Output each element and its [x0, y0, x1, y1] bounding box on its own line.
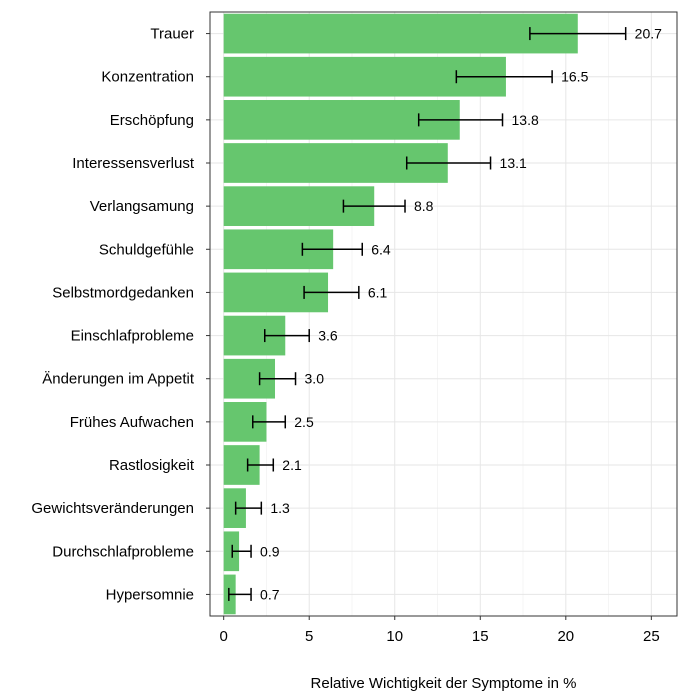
- value-label: 0.9: [260, 543, 280, 559]
- category-label: Trauer: [150, 26, 194, 43]
- category-label: Hypersomnie: [106, 586, 194, 603]
- value-label: 1.3: [270, 500, 290, 516]
- value-label: 20.7: [635, 26, 662, 42]
- bars: [223, 13, 578, 615]
- x-tick-label: 20: [557, 628, 574, 645]
- value-label: 3.0: [305, 371, 325, 387]
- category-label: Durchschlafprobleme: [52, 543, 194, 560]
- value-label: 16.5: [561, 69, 588, 85]
- value-label: 8.8: [414, 198, 434, 214]
- category-label: Interessensverlust: [72, 155, 195, 172]
- error-bars: [228, 27, 627, 601]
- value-label: 6.1: [368, 284, 388, 300]
- x-tick-label: 0: [220, 628, 228, 645]
- x-tick-label: 5: [305, 628, 313, 645]
- category-label: Rastlosigkeit: [109, 457, 195, 474]
- category-label: Verlangsamung: [90, 198, 194, 215]
- value-label: 2.1: [282, 457, 302, 473]
- value-label: 6.4: [371, 241, 391, 257]
- plot-panel-border: [209, 11, 678, 617]
- value-label: 13.1: [500, 155, 527, 171]
- x-tick-label: 25: [643, 628, 660, 645]
- category-label: Änderungen im Appetit: [42, 371, 195, 388]
- x-tick-label: 15: [472, 628, 489, 645]
- value-label: 2.5: [294, 414, 314, 430]
- category-label: Frühes Aufwachen: [70, 414, 194, 431]
- value-label: 13.8: [512, 112, 539, 128]
- category-label: Einschlafprobleme: [71, 328, 194, 345]
- bar: [223, 531, 240, 572]
- x-tick-label: 10: [386, 628, 403, 645]
- category-label: Erschöpfung: [110, 112, 194, 129]
- bar: [223, 13, 578, 54]
- labels: 0 5 10 15 20 25 20.7 Trauer 16.5 Konzentration 13.…: [31, 26, 662, 645]
- value-label: 3.6: [318, 328, 338, 344]
- category-label: Konzentration: [101, 69, 194, 86]
- bar: [223, 488, 246, 528]
- category-label: Gewichtsveränderungen: [31, 500, 194, 517]
- category-label: Selbstmordgedanken: [52, 284, 194, 301]
- x-axis-title: Relative Wichtigkeit der Symptome in %: [311, 675, 577, 692]
- value-label: 0.7: [260, 586, 280, 602]
- category-label: Schuldgefühle: [99, 241, 194, 258]
